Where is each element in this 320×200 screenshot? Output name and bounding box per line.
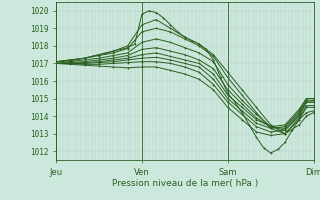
X-axis label: Pression niveau de la mer( hPa ): Pression niveau de la mer( hPa ) <box>112 179 258 188</box>
